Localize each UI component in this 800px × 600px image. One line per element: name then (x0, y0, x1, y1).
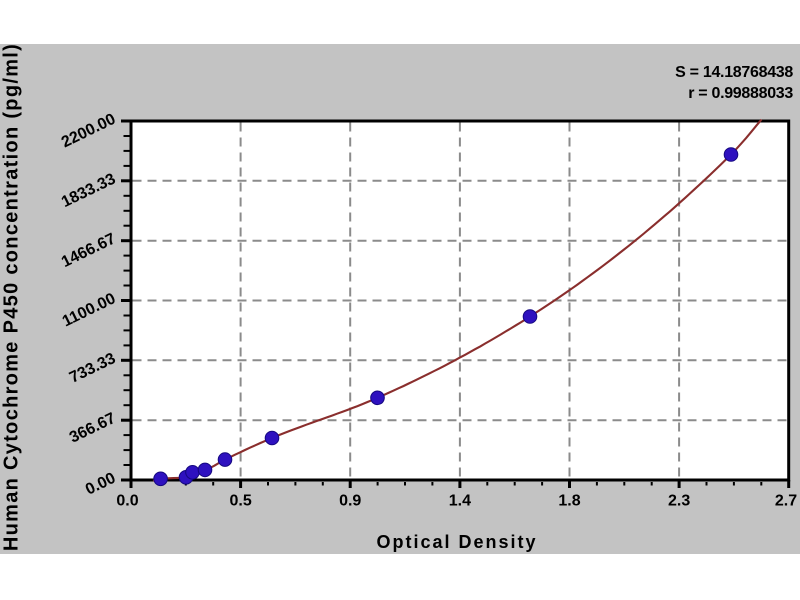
svg-text:r = 0.99888033: r = 0.99888033 (688, 85, 793, 102)
svg-text:2.3: 2.3 (668, 493, 690, 510)
svg-text:S = 14.18768438: S = 14.18768438 (675, 64, 793, 81)
svg-text:0.9: 0.9 (339, 493, 361, 510)
svg-text:0.0: 0.0 (116, 493, 138, 510)
svg-text:1.4: 1.4 (449, 493, 471, 510)
svg-text:1.8: 1.8 (558, 493, 580, 510)
svg-text:0.5: 0.5 (229, 493, 251, 510)
svg-text:2.7: 2.7 (775, 493, 797, 510)
svg-text:Human Cytochrome P450 concent: Human Cytochrome P450 concentration (pg/… (1, 43, 23, 551)
svg-text:Optical Density: Optical Density (376, 532, 537, 552)
